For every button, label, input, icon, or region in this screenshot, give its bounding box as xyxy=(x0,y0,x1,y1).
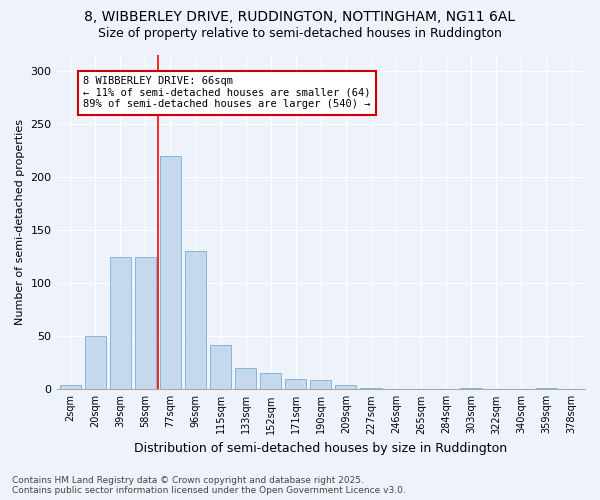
Text: 8, WIBBERLEY DRIVE, RUDDINGTON, NOTTINGHAM, NG11 6AL: 8, WIBBERLEY DRIVE, RUDDINGTON, NOTTINGH… xyxy=(85,10,515,24)
X-axis label: Distribution of semi-detached houses by size in Ruddington: Distribution of semi-detached houses by … xyxy=(134,442,508,455)
Bar xyxy=(210,344,231,390)
Bar xyxy=(85,336,106,390)
Bar xyxy=(185,252,206,390)
Bar xyxy=(110,256,131,390)
Bar xyxy=(335,385,356,390)
Y-axis label: Number of semi-detached properties: Number of semi-detached properties xyxy=(15,119,25,325)
Bar xyxy=(160,156,181,390)
Bar xyxy=(59,385,81,390)
Bar xyxy=(460,388,482,390)
Bar xyxy=(235,368,256,390)
Bar xyxy=(536,388,557,390)
Bar xyxy=(310,380,331,390)
Bar xyxy=(135,256,156,390)
Bar xyxy=(360,388,382,390)
Bar xyxy=(285,378,307,390)
Bar xyxy=(260,374,281,390)
Text: Size of property relative to semi-detached houses in Ruddington: Size of property relative to semi-detach… xyxy=(98,28,502,40)
Text: Contains HM Land Registry data © Crown copyright and database right 2025.
Contai: Contains HM Land Registry data © Crown c… xyxy=(12,476,406,495)
Text: 8 WIBBERLEY DRIVE: 66sqm
← 11% of semi-detached houses are smaller (64)
89% of s: 8 WIBBERLEY DRIVE: 66sqm ← 11% of semi-d… xyxy=(83,76,370,110)
